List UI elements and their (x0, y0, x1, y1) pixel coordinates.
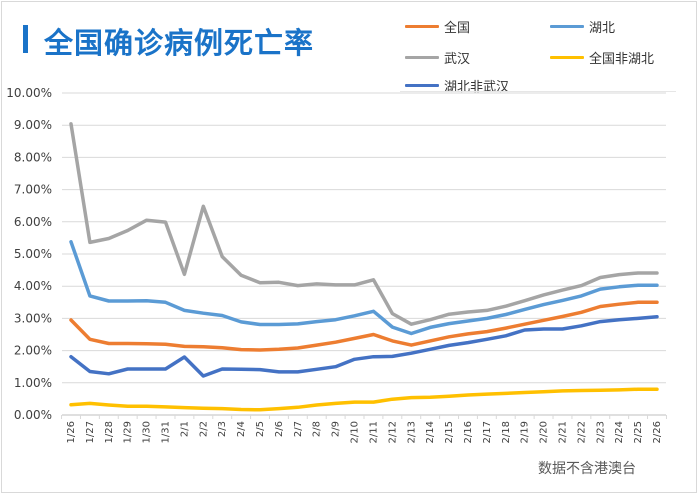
title-accent-bar (23, 25, 28, 53)
x-tick-label: 2/4 (236, 421, 247, 437)
x-tick-label: 1/31 (161, 421, 172, 443)
x-tick-label: 2/17 (482, 421, 493, 443)
x-tick-label: 2/15 (444, 421, 455, 443)
legend-item-wuhan: 武汉 (405, 48, 470, 67)
y-tick-label: 1.00% (14, 376, 52, 390)
y-tick-label: 2.00% (14, 344, 52, 358)
x-tick-label: 2/8 (312, 421, 323, 437)
x-tick-label: 2/14 (425, 421, 436, 443)
source-note: 数据不含港澳台 (538, 461, 636, 477)
y-tick-label: 7.00% (14, 183, 52, 197)
series-line-3 (69, 387, 659, 412)
gridlines (62, 92, 666, 416)
x-tick-label: 2/7 (293, 421, 304, 437)
legend-swatch-national (405, 25, 439, 28)
legend-swatch-wuhan (405, 56, 439, 59)
y-tick-label: 9.00% (14, 118, 52, 132)
legend-swatch-hubei (550, 25, 584, 28)
x-tick-label: 2/5 (255, 421, 266, 437)
y-axis-ticks: 0.00% 1.00% 2.00% 3.00% 4.00% 5.00% 6.00% 7.00%… (6, 86, 52, 422)
x-tick-label: 1/28 (104, 421, 115, 443)
x-tick-label: 2/10 (350, 421, 361, 443)
x-tick-label: 2/25 (633, 421, 644, 443)
legend-item-hubei: 湖北 (550, 17, 615, 36)
x-tick-label: 2/23 (595, 421, 606, 443)
x-tick-label: 1/26 (66, 421, 77, 443)
series-line-2 (69, 122, 659, 326)
x-tick-label: 2/20 (539, 421, 550, 443)
x-tick-label: 2/6 (274, 421, 285, 437)
legend-item-national: 全国 (405, 17, 470, 36)
y-tick-label: 5.00% (14, 247, 52, 261)
y-tick-label: 0.00% (14, 408, 52, 422)
y-tick-label: 8.00% (14, 150, 52, 164)
x-tick-label: 2/26 (652, 421, 663, 443)
x-tick-label: 2/24 (614, 421, 625, 443)
x-tick-label: 2/11 (368, 421, 379, 443)
x-tick-label: 2/3 (217, 421, 228, 437)
x-tick-label: 2/18 (501, 421, 512, 443)
x-tick-label: 2/2 (198, 421, 209, 437)
x-tick-label: 2/1 (179, 421, 190, 437)
series-line-1 (69, 240, 659, 336)
legend-label-national-excl-hubei: 全国非湖北 (589, 52, 655, 67)
x-tick-label: 2/21 (557, 421, 568, 443)
y-tick-label: 3.00% (14, 311, 52, 325)
x-tick-label: 1/30 (142, 421, 153, 443)
chart-title: 全国确诊病例死亡率 (44, 26, 315, 60)
x-tick-label: 2/19 (520, 421, 531, 443)
y-tick-label: 4.00% (14, 279, 52, 293)
legend-label-wuhan: 武汉 (444, 52, 471, 67)
legend-swatch-hubei-excl-wuhan (405, 84, 439, 87)
legend-divider (400, 91, 676, 92)
legend-swatch-national-excl-hubei (550, 56, 584, 59)
y-tick-label: 10.00% (6, 86, 52, 100)
y-tick-label: 6.00% (14, 215, 52, 229)
legend-label-hubei: 湖北 (589, 21, 616, 36)
x-tick-label: 2/9 (331, 421, 342, 437)
series-line-4 (69, 315, 659, 378)
x-tick-label: 2/16 (463, 421, 474, 443)
x-axis: 1/26 1/27 1/28 1/29 1/30 1/31 2/1 2/2 2/3 2/4 2/5 2… (61, 415, 667, 443)
x-tick-label: 1/29 (123, 421, 134, 443)
x-tick-label: 2/22 (576, 421, 587, 443)
x-tick-label: 2/13 (406, 421, 417, 443)
legend-item-national-excl-hubei: 全国非湖北 (550, 48, 654, 67)
x-tick-label: 1/27 (85, 421, 96, 443)
series-line-0 (69, 300, 659, 352)
legend-label-national: 全国 (444, 21, 471, 36)
series-lines (69, 122, 659, 412)
x-tick-label: 2/12 (387, 421, 398, 443)
